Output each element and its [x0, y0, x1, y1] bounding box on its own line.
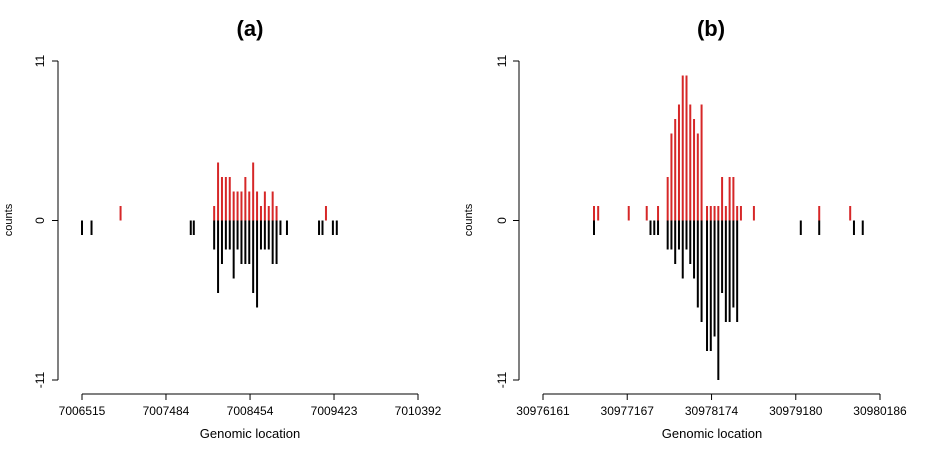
- x-tick-label: 7008454: [227, 404, 274, 418]
- x-axis-label: Genomic location: [200, 426, 300, 441]
- x-tick-label: 7010392: [395, 404, 442, 418]
- y-axis-label: counts: [463, 203, 475, 236]
- y-tick-label: 11: [495, 54, 509, 67]
- x-tick-label: 30976161: [516, 404, 570, 418]
- x-tick-label: 7006515: [59, 404, 106, 418]
- y-tick-label: 11: [33, 54, 47, 67]
- panel-b: (b) -11 0 11 counts 30976161 30977167 30978174 3…: [463, 16, 907, 441]
- y-tick-label: -11: [33, 371, 47, 388]
- x-tick-label: 7009423: [311, 404, 358, 418]
- x-axis-label: Genomic location: [662, 426, 762, 441]
- x-tick-label: 30977167: [601, 404, 655, 418]
- chart-title: (b): [697, 16, 725, 41]
- x-tick-label: 7007484: [143, 404, 190, 418]
- y-tick-label: -11: [495, 371, 509, 388]
- y-tick-label: 0: [33, 217, 47, 224]
- x-tick-label: 30978174: [685, 404, 739, 418]
- panel-a: (a) -11 0 11 counts 7006515 7007484 7008454 7009…: [3, 16, 442, 441]
- chart-title: (a): [237, 16, 264, 41]
- x-tick-label: 30979180: [769, 404, 823, 418]
- y-axis-label: counts: [3, 203, 15, 236]
- y-tick-label: 0: [495, 217, 509, 224]
- x-tick-label: 30980186: [853, 404, 907, 418]
